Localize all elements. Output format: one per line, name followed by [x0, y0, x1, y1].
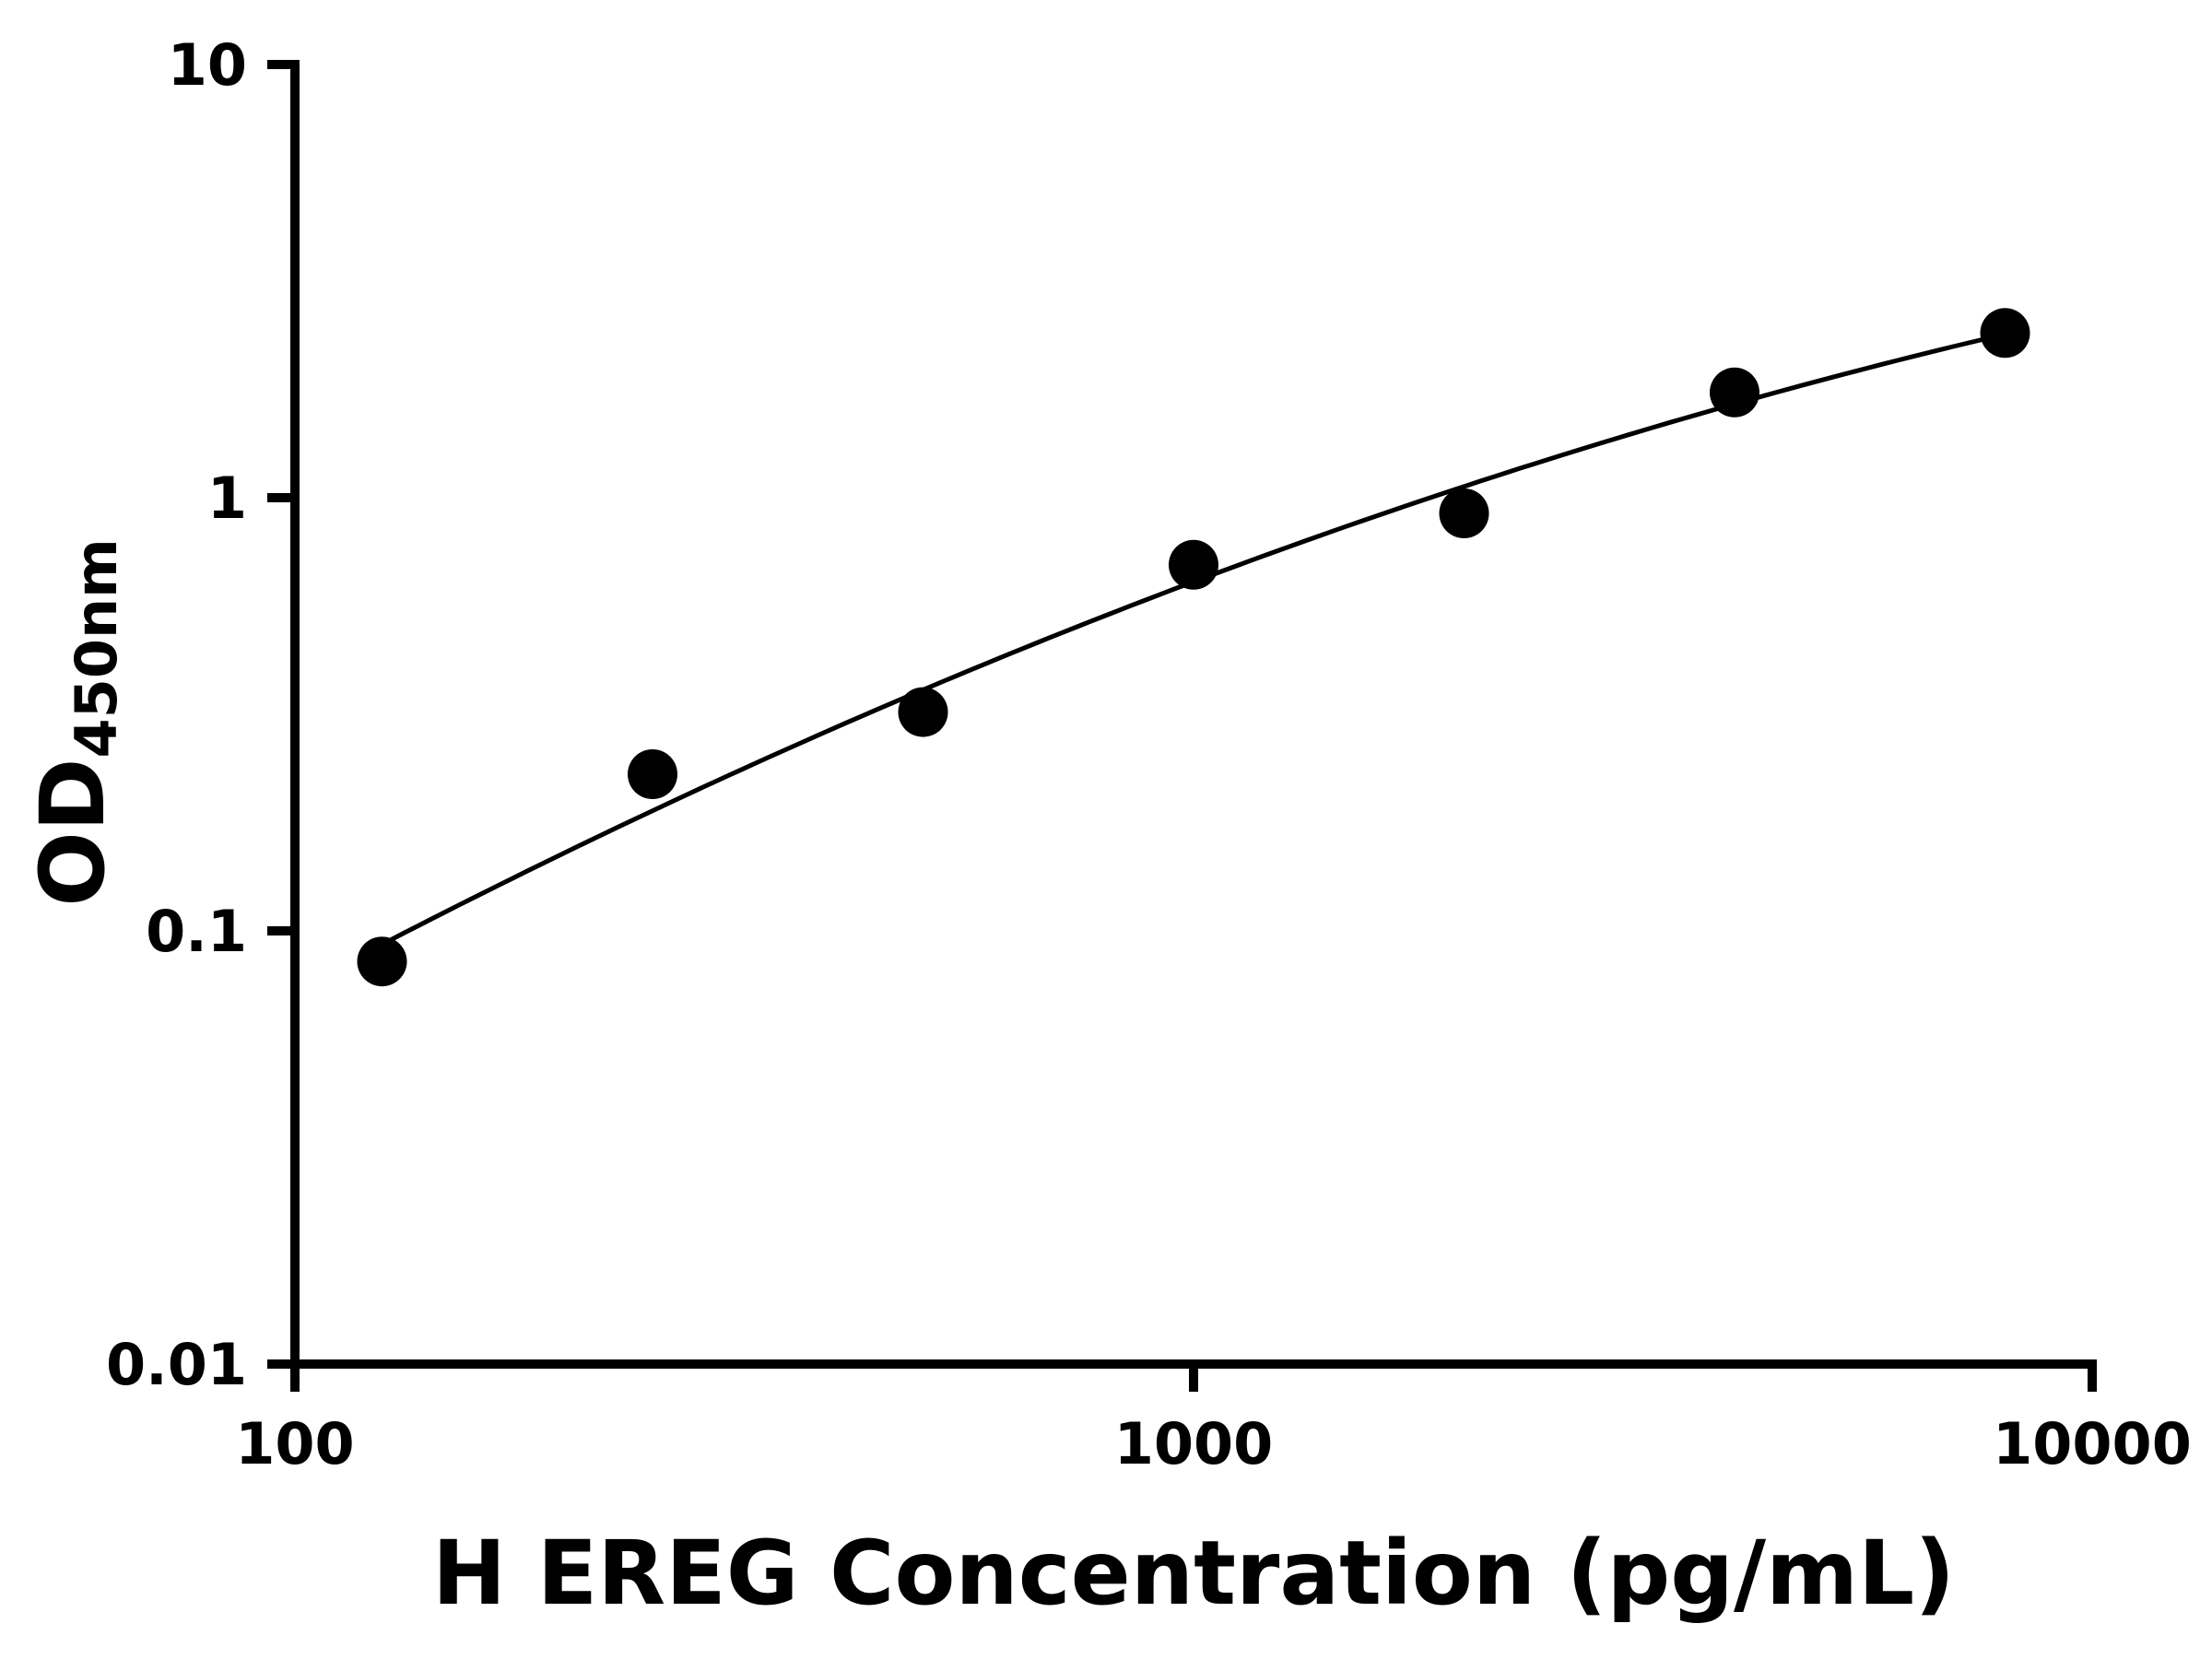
x-tick-label: 10000 [1993, 1410, 2192, 1477]
data-point [1710, 367, 1759, 418]
data-point [1980, 308, 2030, 359]
data-point [1439, 488, 1489, 538]
axis-spines [290, 60, 2097, 1369]
data-point [1169, 539, 1218, 590]
y-tick-label: 1 [207, 465, 247, 532]
y-axis-label-subscript: 450nm [63, 538, 130, 758]
y-axis-label: OD450nm [21, 538, 130, 906]
data-point [628, 749, 677, 799]
data-point [357, 936, 407, 987]
y-tick-label: 0.1 [146, 898, 247, 965]
x-tick-label: 1000 [1114, 1410, 1274, 1477]
x-tick-label: 100 [235, 1410, 354, 1477]
y-tick-label: 0.01 [106, 1331, 247, 1398]
data-point [898, 687, 948, 737]
y-tick-label: 10 [168, 31, 247, 99]
fit-curve [390, 332, 2006, 942]
y-axis-label-main: OD [21, 758, 124, 906]
x-axis-label: H EREG Concentration (pg/mL) [432, 1522, 1955, 1625]
plot-area: 10 1 0.1 0.01 100 1000 10000 [106, 31, 2192, 1477]
